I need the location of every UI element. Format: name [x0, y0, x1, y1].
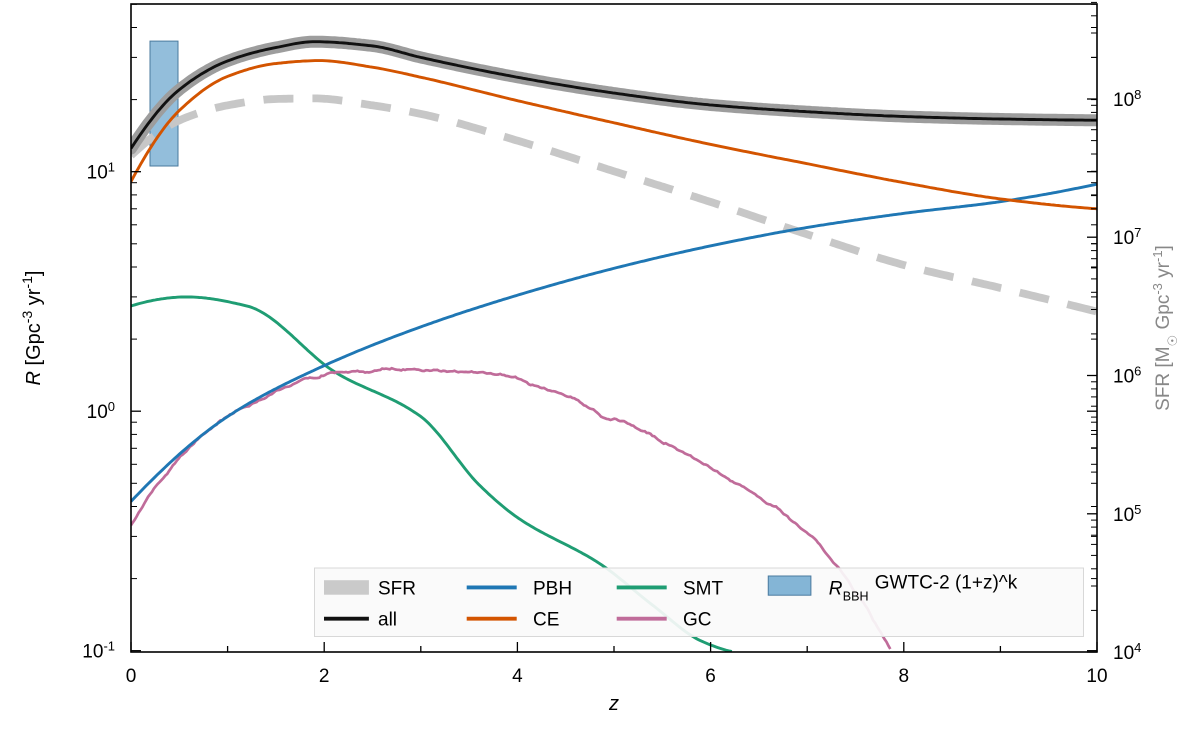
svg-text:0: 0: [126, 666, 137, 687]
svg-text:106: 106: [1113, 363, 1141, 388]
svg-text:8: 8: [899, 666, 910, 687]
svg-text:SFR [M☉ Gpc-3 yr-1]: SFR [M☉ Gpc-3 yr-1]: [1150, 245, 1180, 411]
svg-text:108: 108: [1113, 87, 1141, 112]
svg-text:10: 10: [1086, 666, 1107, 687]
svg-text:6: 6: [705, 666, 716, 687]
svg-text:107: 107: [1113, 225, 1141, 250]
svg-text:2: 2: [319, 666, 330, 687]
svg-text:SMT: SMT: [683, 578, 724, 599]
svg-text:105: 105: [1113, 501, 1141, 526]
svg-text:101: 101: [87, 159, 115, 184]
svg-text:GC: GC: [683, 610, 712, 631]
svg-text:CE: CE: [533, 610, 559, 631]
svg-text:z: z: [608, 693, 619, 715]
svg-text:4: 4: [512, 666, 523, 687]
svg-text:PBH: PBH: [533, 578, 572, 599]
svg-text:104: 104: [1113, 640, 1141, 665]
svg-text:10-1: 10-1: [82, 638, 115, 663]
svg-text:R [Gpc-3 yr-1]: R [Gpc-3 yr-1]: [19, 271, 45, 386]
svg-text:SFR: SFR: [378, 578, 416, 599]
svg-text:all: all: [378, 610, 397, 631]
svg-text:100: 100: [87, 399, 115, 424]
